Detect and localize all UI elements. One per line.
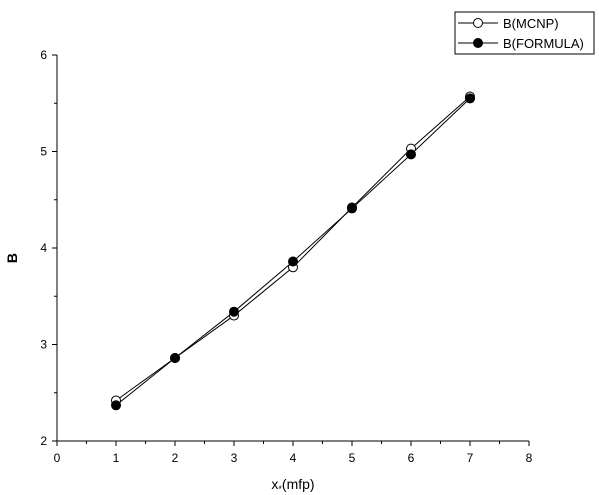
y-tick-label: 3 bbox=[40, 338, 47, 352]
x-tick-label: 3 bbox=[231, 451, 238, 465]
y-axis-title: B bbox=[4, 253, 20, 263]
legend-marker-formula bbox=[473, 38, 483, 48]
x-tick-label: 6 bbox=[408, 451, 415, 465]
legend-entry-formula: B(FORMULA) bbox=[458, 36, 584, 51]
legend-marker-mcnp bbox=[473, 18, 483, 28]
y-tick-label: 6 bbox=[40, 48, 47, 62]
point-formula bbox=[170, 353, 180, 364]
x-tick-label: 5 bbox=[349, 451, 356, 465]
series-lines bbox=[115, 96, 471, 406]
y-tick-label: 4 bbox=[40, 241, 47, 255]
x-tick-label: 4 bbox=[290, 451, 297, 465]
y-ticks: 2 3 4 5 6 bbox=[40, 48, 57, 448]
legend: B(MCNP) B(FORMULA) bbox=[454, 11, 595, 55]
axes bbox=[56, 55, 529, 442]
point-formula bbox=[465, 93, 475, 104]
legend-label-formula: B(FORMULA) bbox=[503, 36, 584, 51]
x-tick-label: 1 bbox=[113, 451, 120, 465]
series-markers bbox=[111, 91, 475, 411]
x-axis-title-subscript: * bbox=[278, 484, 282, 494]
legend-label-mcnp: B(MCNP) bbox=[503, 16, 559, 31]
x-tick-label: 2 bbox=[172, 451, 179, 465]
x-axis-title-unit: (mfp) bbox=[282, 476, 315, 492]
point-formula bbox=[111, 400, 121, 411]
x-tick-label: 7 bbox=[467, 451, 474, 465]
x-ticks: 0 1 2 3 4 5 6 7 8 bbox=[54, 441, 533, 465]
y-tick-label: 5 bbox=[40, 145, 47, 159]
point-formula bbox=[347, 203, 357, 214]
point-formula bbox=[406, 149, 416, 160]
series-line-2 bbox=[115, 98, 471, 406]
x-tick-label: 0 bbox=[54, 451, 61, 465]
point-formula bbox=[288, 256, 298, 267]
y-tick-label: 2 bbox=[40, 434, 47, 448]
point-formula bbox=[229, 306, 239, 317]
x-axis-title-main: x bbox=[271, 476, 278, 492]
x-tick-label: 8 bbox=[526, 451, 533, 465]
series-line-1 bbox=[115, 96, 471, 401]
x-axis-title: x*(mfp) bbox=[271, 476, 314, 494]
legend-entry-mcnp: B(MCNP) bbox=[458, 16, 559, 31]
